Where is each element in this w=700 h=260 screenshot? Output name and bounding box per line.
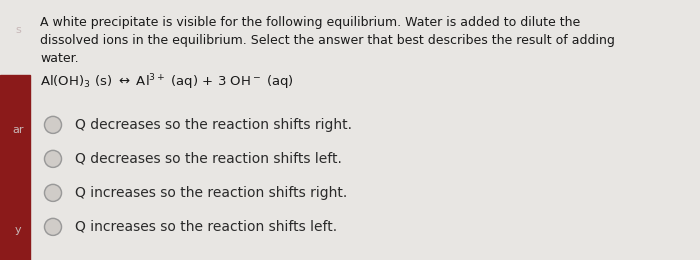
Text: water.: water. bbox=[40, 52, 78, 65]
Text: A white precipitate is visible for the following equilibrium. Water is added to : A white precipitate is visible for the f… bbox=[40, 16, 580, 29]
Text: Q increases so the reaction shifts right.: Q increases so the reaction shifts right… bbox=[75, 186, 347, 200]
Circle shape bbox=[45, 184, 62, 202]
Circle shape bbox=[45, 218, 62, 235]
Text: s: s bbox=[15, 25, 21, 35]
Text: ar: ar bbox=[13, 125, 24, 135]
Bar bbox=[0, 75, 30, 260]
Text: Q decreases so the reaction shifts left.: Q decreases so the reaction shifts left. bbox=[75, 152, 342, 166]
Text: dissolved ions in the equilibrium. Select the answer that best describes the res: dissolved ions in the equilibrium. Selec… bbox=[40, 34, 615, 47]
Text: y: y bbox=[15, 225, 21, 235]
Circle shape bbox=[45, 116, 62, 133]
Text: Al(OH)$_3$ (s) $\leftrightarrow$ Al$^{3+}$ (aq) + 3 OH$^-$ (aq): Al(OH)$_3$ (s) $\leftrightarrow$ Al$^{3+… bbox=[40, 72, 294, 92]
Text: Q decreases so the reaction shifts right.: Q decreases so the reaction shifts right… bbox=[75, 118, 352, 132]
Circle shape bbox=[45, 150, 62, 167]
Text: Q increases so the reaction shifts left.: Q increases so the reaction shifts left. bbox=[75, 220, 337, 234]
